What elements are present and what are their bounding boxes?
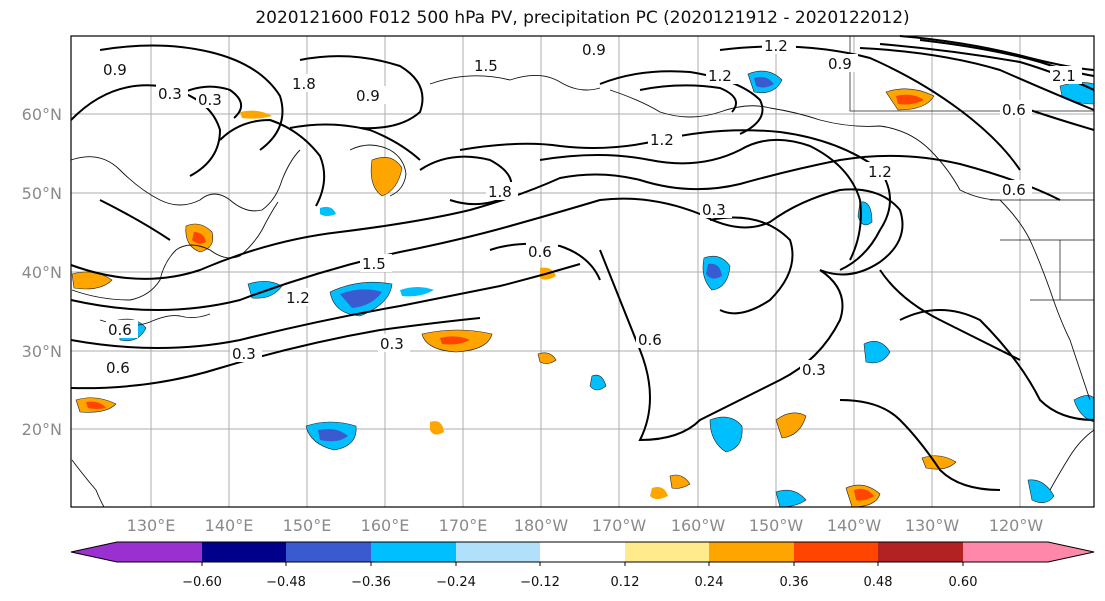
contour-label: 1.2 — [286, 289, 310, 307]
contour-label: 0.3 — [158, 85, 182, 103]
lon-label: 150°E — [283, 516, 332, 535]
colorbar-tick-label: −0.48 — [266, 575, 306, 590]
colorbar-tick-label: 0.60 — [949, 575, 978, 590]
colorbar: −0.60 −0.48 −0.36 −0.24 −0.12 0.12 0.24 … — [70, 541, 1095, 590]
contour-label: 0.9 — [582, 41, 606, 59]
lon-label: 180°W — [514, 516, 569, 535]
contour-label: 1.8 — [488, 183, 512, 201]
colorbar-tick-label: −0.60 — [182, 575, 222, 590]
contour-label: 0.6 — [638, 331, 662, 349]
colorbar-ticks: −0.60 −0.48 −0.36 −0.24 −0.12 0.12 0.24 … — [182, 575, 977, 590]
contour-label: 0.6 — [106, 359, 130, 377]
colorbar-segment — [963, 542, 1048, 562]
lat-label: 40°N — [22, 263, 62, 282]
map-frame — [70, 35, 1095, 508]
colorbar-outline — [70, 541, 1095, 563]
lon-label: 160°W — [671, 516, 726, 535]
pv-contours — [70, 35, 1095, 491]
colorbar-tick-label: 0.12 — [611, 575, 640, 590]
colorbar-tick-label: 0.24 — [695, 575, 724, 590]
colorbar-tick-label: −0.36 — [351, 575, 391, 590]
colorbar-segment — [794, 542, 878, 562]
contour-label: 0.6 — [528, 243, 552, 261]
lon-label: 120°W — [989, 516, 1044, 535]
lat-label: 30°N — [22, 342, 62, 361]
lon-label: 140°W — [827, 516, 882, 535]
contour-label: 0.3 — [702, 201, 726, 219]
colorbar-tick-label: 0.36 — [780, 575, 809, 590]
contour-label: 0.3 — [380, 335, 404, 353]
lon-label: 170°E — [439, 516, 488, 535]
contour-label: 0.3 — [802, 361, 826, 379]
lon-label: 170°W — [592, 516, 647, 535]
lon-label: 150°W — [749, 516, 804, 535]
contour-label: 1.2 — [708, 67, 732, 85]
colorbar-tick-label: −0.24 — [436, 575, 476, 590]
colorbar-extend-low — [71, 542, 117, 562]
chart-title: 2020121600 F012 500 hPa PV, precipitatio… — [255, 8, 910, 28]
contour-label: 0.6 — [108, 321, 132, 339]
contour-label: 0.3 — [232, 345, 256, 363]
contour-label: 1.5 — [474, 57, 498, 75]
contour-label: 0.9 — [828, 55, 852, 73]
latitude-labels: 60°N 50°N 40°N 30°N 20°N — [22, 105, 62, 439]
contour-label: 1.2 — [868, 163, 892, 181]
colorbar-segment — [202, 542, 286, 562]
colorbar-segment — [286, 542, 371, 562]
lat-label: 60°N — [22, 105, 62, 124]
colorbar-segment — [117, 542, 202, 562]
contour-label: 1.2 — [764, 37, 788, 55]
contour-label: 0.6 — [1002, 181, 1026, 199]
lat-label: 50°N — [22, 184, 62, 203]
contour-label: 2.1 — [1052, 67, 1076, 85]
colorbar-segment — [371, 542, 456, 562]
colorbar-segment — [456, 542, 540, 562]
colorbar-segment — [878, 542, 963, 562]
colorbar-tick-label: 0.48 — [864, 575, 893, 590]
lon-label: 130°W — [905, 516, 960, 535]
contour-label: 0.3 — [198, 91, 222, 109]
contour-label: 1.8 — [292, 75, 316, 93]
contour-label: 1.2 — [650, 131, 674, 149]
colorbar-segments — [70, 541, 1095, 566]
colorbar-extend-high — [1048, 542, 1094, 562]
lon-label: 160°E — [361, 516, 410, 535]
lon-label: 130°E — [127, 516, 176, 535]
colorbar-segment — [625, 542, 709, 562]
longitude-labels: 130°E 140°E 150°E 160°E 170°E 180°W 170°… — [127, 516, 1044, 535]
colorbar-tick-label: −0.12 — [520, 575, 560, 590]
colorbar-segment — [709, 542, 794, 562]
contour-labels: 0.9 0.3 1.5 1.2 0.9 1.2 0.9 0.6 0.3 1.8 … — [100, 36, 1082, 379]
contour-label: 0.9 — [103, 61, 127, 79]
colorbar-segment — [540, 542, 625, 562]
lon-label: 140°E — [205, 516, 254, 535]
contour-label: 0.9 — [356, 87, 380, 105]
contour-label: 0.6 — [1002, 101, 1026, 119]
contour-label: 1.5 — [362, 255, 386, 273]
lat-label: 20°N — [22, 420, 62, 439]
